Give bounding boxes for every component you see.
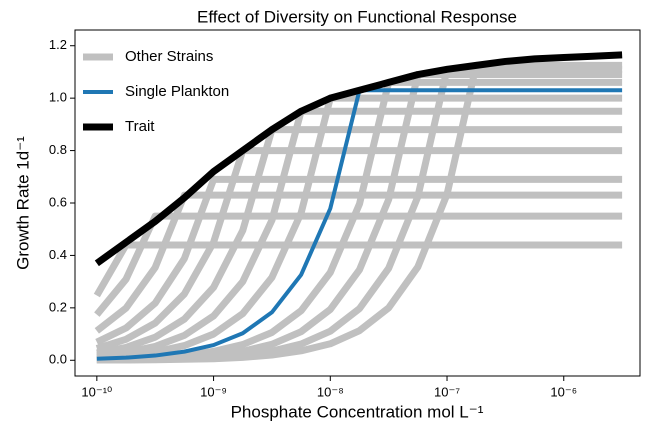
x-tick-label: 10⁻⁹ — [200, 384, 227, 399]
x-tick-label: 10⁻⁷ — [434, 384, 460, 399]
y-tick-label: 0.2 — [49, 299, 67, 314]
series-line — [95, 147, 623, 352]
legend-label: Other Strains — [125, 48, 213, 65]
series-line — [96, 107, 623, 360]
series-line — [96, 94, 623, 362]
y-axis-label: Growth Rate 1d⁻¹ — [13, 136, 32, 270]
x-tick-label: 10⁻¹⁰ — [81, 384, 112, 399]
series-line — [95, 175, 623, 346]
series-line — [93, 241, 623, 298]
y-tick-label: 0.4 — [49, 247, 67, 262]
series-line — [94, 51, 623, 267]
chart-title: Effect of Diversity on Functional Respon… — [197, 7, 517, 26]
y-tick-label: 0.8 — [49, 142, 67, 157]
y-tick-label: 0.6 — [49, 194, 67, 209]
legend-label: Single Plankton — [125, 83, 229, 100]
y-tick-label: 1.2 — [49, 37, 67, 52]
x-tick-label: 10⁻⁶ — [550, 384, 577, 399]
series-line — [96, 126, 623, 357]
legend-label: Trait — [125, 118, 155, 135]
series-line — [94, 212, 623, 317]
x-tick-label: 10⁻⁸ — [317, 384, 344, 399]
y-tick-label: 1.0 — [49, 90, 67, 105]
x-axis-label: Phosphate Concentration mol L⁻¹ — [231, 402, 484, 421]
series-line — [96, 61, 623, 364]
y-tick-label: 0.0 — [49, 352, 67, 367]
